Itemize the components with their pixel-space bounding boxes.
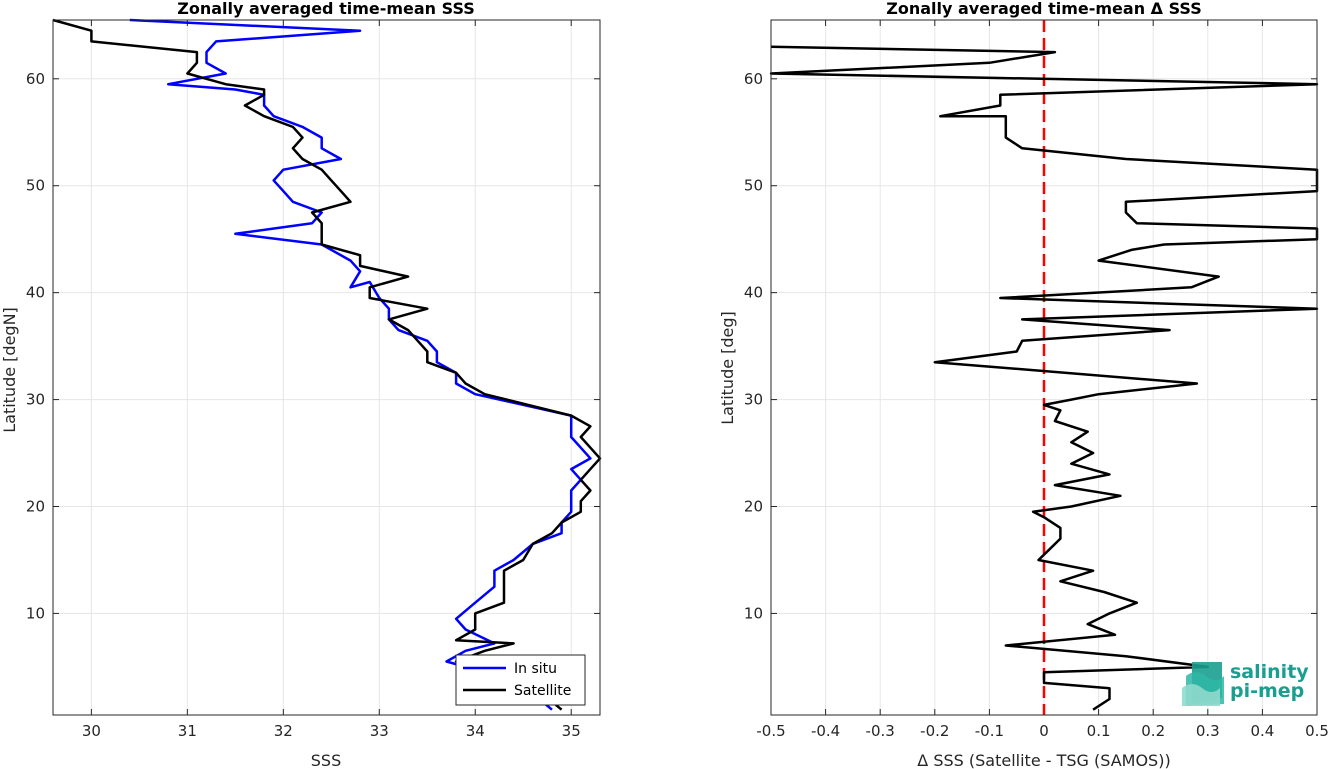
right-x-tick-label: -0.3 — [866, 722, 895, 740]
legend: In situ Satellite — [455, 654, 586, 706]
right-x-tick-label: 0 — [1039, 722, 1049, 740]
left-x-tick-label: 34 — [466, 722, 485, 740]
left-grid — [53, 20, 600, 715]
right-x-tick-label: -0.2 — [920, 722, 949, 740]
right-panel: Zonally averaged time-mean Δ SSS -0.5 -0.… — [718, 0, 1329, 769]
right-x-tick-label: -0.4 — [811, 722, 840, 740]
left-y-tick-label: 10 — [26, 604, 45, 622]
left-ticks: 30 31 32 33 34 35 10 20 30 40 50 60 — [26, 20, 600, 740]
right-y-axis-label: Latitude [deg] — [718, 311, 737, 425]
right-plot-border — [770, 19, 1318, 716]
logo-line2: pi-mep — [1230, 680, 1304, 702]
left-y-axis-label: Latitude [degN] — [0, 307, 19, 433]
right-x-tick-label: 0.3 — [1196, 722, 1220, 740]
right-chart-title: Zonally averaged time-mean Δ SSS — [886, 0, 1202, 18]
left-y-tick-label: 40 — [26, 284, 45, 302]
legend-satellite-label: Satellite — [514, 683, 571, 699]
right-x-tick-label: 0.2 — [1141, 722, 1165, 740]
left-y-tick-label: 60 — [26, 70, 45, 88]
left-x-tick-label: 33 — [370, 722, 389, 740]
right-x-tick-label: 0.5 — [1305, 722, 1329, 740]
right-y-tick-label: 40 — [744, 284, 763, 302]
right-x-tick-label: 0.4 — [1250, 722, 1274, 740]
left-x-tick-label: 31 — [178, 722, 197, 740]
right-x-axis-label: Δ SSS (Satellite - TSG (SAMOS)) — [917, 751, 1170, 769]
left-panel: Zonally averaged time-mean SSS 30 31 32 33 3… — [0, 0, 602, 769]
legend-box — [455, 654, 586, 706]
right-x-tick-label: -0.1 — [975, 722, 1004, 740]
left-in-situ-line — [129, 18, 592, 711]
left-x-tick-label: 35 — [562, 722, 581, 740]
left-chart-title: Zonally averaged time-mean SSS — [177, 0, 475, 18]
right-y-tick-label: 20 — [744, 498, 763, 516]
right-series-0-line — [769, 45, 1319, 711]
right-ticks: -0.5 -0.4 -0.3 -0.2 -0.1 0 0.1 0.2 0.3 0.4 0.5 10 20… — [744, 20, 1329, 740]
right-y-tick-label: 10 — [744, 604, 763, 622]
right-series — [769, 20, 1319, 715]
left-x-tick-label: 30 — [82, 722, 101, 740]
left-plot-border — [52, 19, 601, 716]
left-y-tick-label: 50 — [26, 177, 45, 195]
right-y-tick-label: 30 — [744, 391, 763, 409]
logo-line1: salinity — [1230, 661, 1309, 683]
left-y-tick-label: 20 — [26, 498, 45, 516]
salinity-pi-mep-logo: salinity pi-mep — [1182, 661, 1309, 706]
right-x-tick-label: 0.1 — [1087, 722, 1111, 740]
left-satellite-line — [52, 18, 602, 711]
left-x-axis-label: SSS — [311, 751, 341, 769]
right-y-tick-label: 50 — [744, 177, 763, 195]
right-y-tick-label: 60 — [744, 70, 763, 88]
right-x-tick-label: -0.5 — [756, 722, 785, 740]
left-series — [52, 18, 602, 711]
wave-logo-icon — [1182, 662, 1224, 706]
left-y-tick-label: 30 — [26, 391, 45, 409]
legend-insitu-label: In situ — [514, 661, 557, 677]
left-x-tick-label: 32 — [274, 722, 293, 740]
left-plot-frame — [53, 20, 600, 715]
